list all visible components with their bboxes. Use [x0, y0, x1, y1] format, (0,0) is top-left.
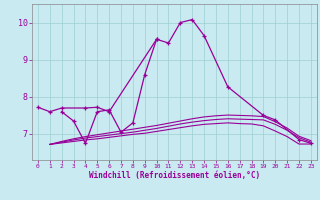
X-axis label: Windchill (Refroidissement éolien,°C): Windchill (Refroidissement éolien,°C)	[89, 171, 260, 180]
